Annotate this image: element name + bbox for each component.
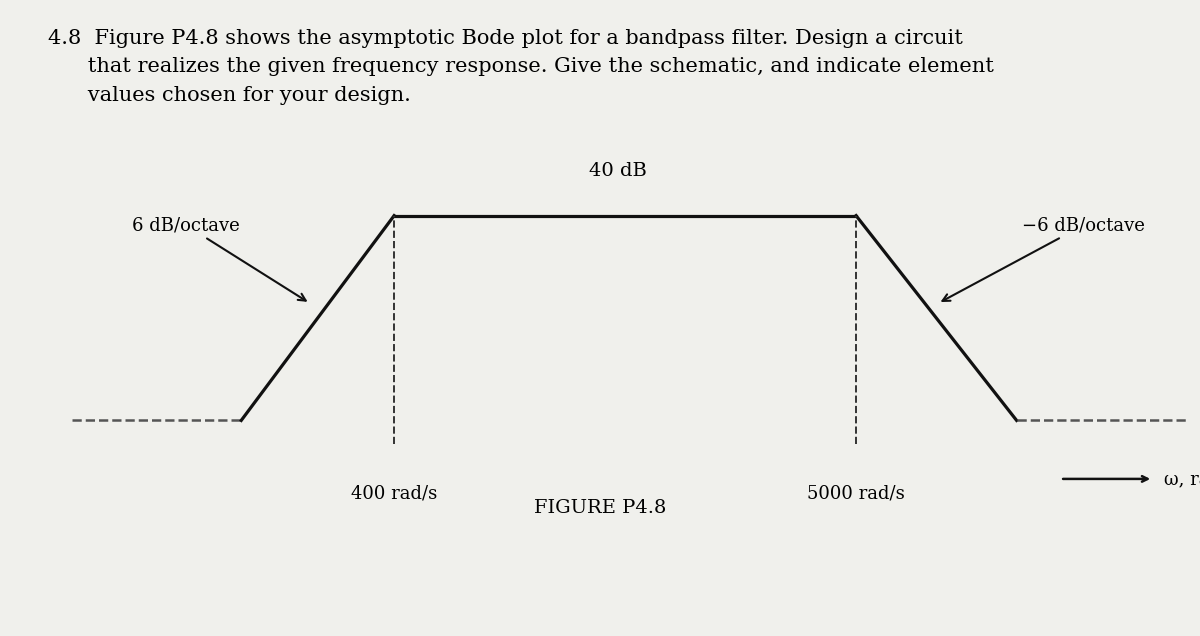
Text: that realizes the given frequency response. Give the schematic, and indicate ele: that realizes the given frequency respon… (48, 57, 994, 76)
Text: 40 dB: 40 dB (589, 162, 647, 181)
Text: values chosen for your design.: values chosen for your design. (48, 86, 410, 105)
Text: −6 dB/octave: −6 dB/octave (942, 216, 1145, 301)
Text: 5000 rad/s: 5000 rad/s (808, 485, 905, 503)
Text: 400 rad/s: 400 rad/s (352, 485, 437, 503)
Text: ω, rad/s: ω, rad/s (1164, 470, 1200, 488)
Text: 6 dB/octave: 6 dB/octave (132, 216, 306, 301)
Text: FIGURE P4.8: FIGURE P4.8 (534, 499, 666, 517)
Text: 4.8  Figure P4.8 shows the asymptotic Bode plot for a bandpass filter. Design a : 4.8 Figure P4.8 shows the asymptotic Bod… (48, 29, 962, 48)
